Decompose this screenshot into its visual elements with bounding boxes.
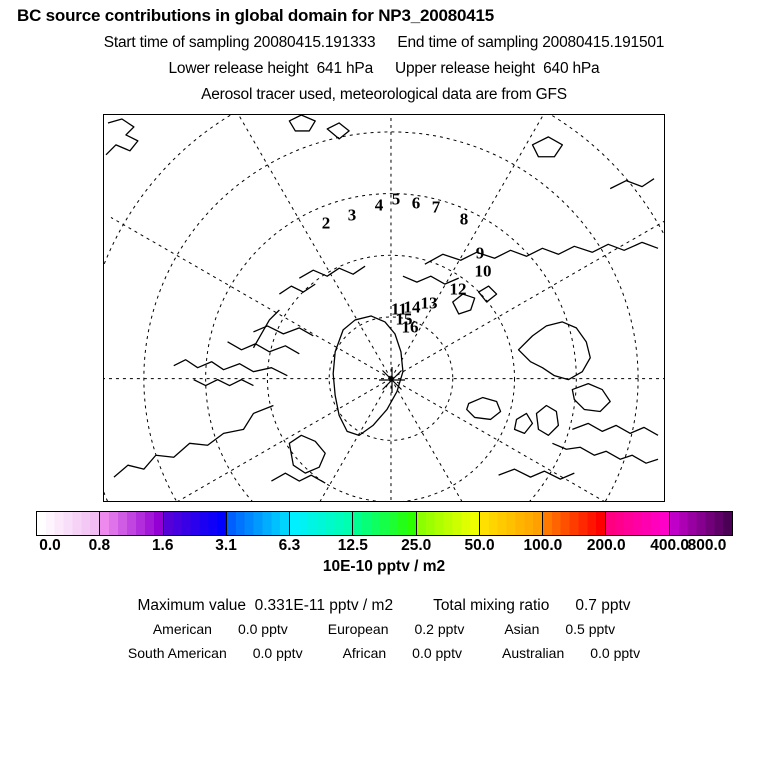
trajectory-marker-8: 8 — [459, 209, 469, 229]
colorbar-tick-50.0: 50.0 — [464, 537, 495, 554]
sampling-time-row: Start time of sampling 20080415.191333 En… — [0, 34, 768, 52]
tracer-note: Aerosol tracer used, meteorological data… — [201, 86, 567, 103]
polar-stereographic-map — [104, 115, 664, 501]
colorbar-segment-8 — [543, 512, 607, 535]
colorbar-segment-0 — [37, 512, 101, 535]
region-european-label: European — [327, 621, 389, 637]
trajectory-marker-15: 15 — [395, 309, 413, 329]
region-australian-value: 0.0 pptv — [590, 645, 641, 661]
region-row-1: American 0.0 pptv European 0.2 pptv Asian 0.5… — [0, 621, 768, 637]
start-time-value: 20080415.191333 — [253, 34, 376, 51]
release-site-marker — [379, 367, 405, 393]
colorbar-tick-0.8: 0.8 — [88, 537, 111, 554]
colorbar-tick-100.0: 100.0 — [523, 537, 563, 554]
latitude-circles — [104, 115, 664, 501]
region-australian-label: Australian — [501, 645, 565, 661]
trajectory-marker-6: 6 — [411, 193, 421, 213]
total-mixing-value: 0.7 pptv — [575, 597, 631, 614]
region-european-value: 0.2 pptv — [414, 621, 465, 637]
upper-release-value: 640 hPa — [543, 60, 600, 77]
region-american-value: 0.0 pptv — [237, 621, 288, 637]
trajectory-marker-12: 12 — [449, 279, 467, 299]
max-value: 0.331E-11 pptv / m2 — [254, 597, 394, 614]
region-asian-value: 0.5 pptv — [565, 621, 616, 637]
colorbar-unit-label: 10E-10 pptv / m2 — [322, 558, 446, 575]
upper-release-label: Upper release height — [395, 60, 535, 77]
colorbar-tick-25.0: 25.0 — [401, 537, 432, 554]
region-african-label: African — [342, 645, 387, 661]
map-plot-area[interactable]: 2 3 4 5 6 7 8 9 10 11 12 13 14 15 16 — [103, 114, 665, 502]
region-asian-label: Asian — [504, 621, 540, 637]
end-time-value: 20080415.191501 — [542, 34, 665, 51]
trajectory-marker-13: 13 — [420, 293, 438, 313]
colorbar-segment-10 — [669, 512, 732, 535]
trajectory-marker-14: 14 — [403, 297, 421, 317]
trajectory-marker-16: 16 — [401, 317, 419, 337]
release-height-row: Lower release height 641 hPa Upper releas… — [0, 60, 768, 78]
colorbar-segment-5 — [353, 512, 417, 535]
colorbar-segment-1 — [100, 512, 164, 535]
trajectory-marker-3: 3 — [347, 205, 357, 225]
trajectory-marker-9: 9 — [475, 243, 485, 263]
page-title: BC source contributions in global domain… — [17, 6, 494, 25]
coastlines — [105, 115, 659, 484]
colorbar-tick-200.0: 200.0 — [586, 537, 626, 554]
trajectory-marker-11: 11 — [390, 299, 408, 319]
colorbar-segment-7 — [479, 512, 544, 535]
trajectory-marker-2: 2 — [321, 213, 331, 233]
region-african-value: 0.0 pptv — [412, 645, 462, 661]
colorbar-segment-2 — [163, 512, 227, 535]
region-american-label: American — [152, 621, 212, 637]
colorbar-tick-0.0: 0.0 — [39, 537, 61, 554]
region-south-american-label: South American — [127, 645, 227, 661]
colorbar-tick-400.0: 400.0 — [650, 537, 690, 554]
trajectory-marker-5: 5 — [391, 189, 401, 209]
colorbar-tick-6.3: 6.3 — [278, 537, 301, 554]
meridian-lines — [104, 115, 664, 501]
colorbar-segment-9 — [606, 512, 670, 535]
trajectory-marker-4: 4 — [374, 195, 384, 215]
total-mixing-label: Total mixing ratio — [433, 597, 550, 614]
colorbar-tick-3.1: 3.1 — [215, 537, 237, 554]
colorbar-segment-4 — [290, 512, 354, 535]
colorbar-segment-3 — [226, 512, 291, 535]
colorbar[interactable] — [36, 511, 733, 536]
lower-release-label: Lower release height — [168, 60, 309, 77]
colorbar-tick-labels: 0.0 0.8 1.6 3.1 6.3 12.5 25.0 50.0 100.0 200.0 400… — [0, 537, 768, 557]
colorbar-tick-800.0: 800.0 — [687, 537, 727, 554]
max-value-label: Maximum value — [137, 597, 246, 614]
lower-release-value: 641 hPa — [316, 60, 374, 77]
colorbar-segment-6 — [416, 512, 480, 535]
trajectory-marker-7: 7 — [431, 197, 441, 217]
summary-row: Maximum value 0.331E-11 pptv / m2 Total m… — [0, 597, 768, 615]
colorbar-tick-1.6: 1.6 — [151, 537, 174, 554]
colorbar-tick-12.5: 12.5 — [337, 537, 368, 554]
start-time-label: Start time of sampling — [103, 34, 250, 51]
region-row-2: South American 0.0 pptv African 0.0 pptv Aus… — [0, 645, 768, 661]
trajectory-marker-10: 10 — [474, 261, 492, 281]
region-south-american-value: 0.0 pptv — [252, 645, 303, 661]
end-time-label: End time of sampling — [397, 34, 539, 51]
